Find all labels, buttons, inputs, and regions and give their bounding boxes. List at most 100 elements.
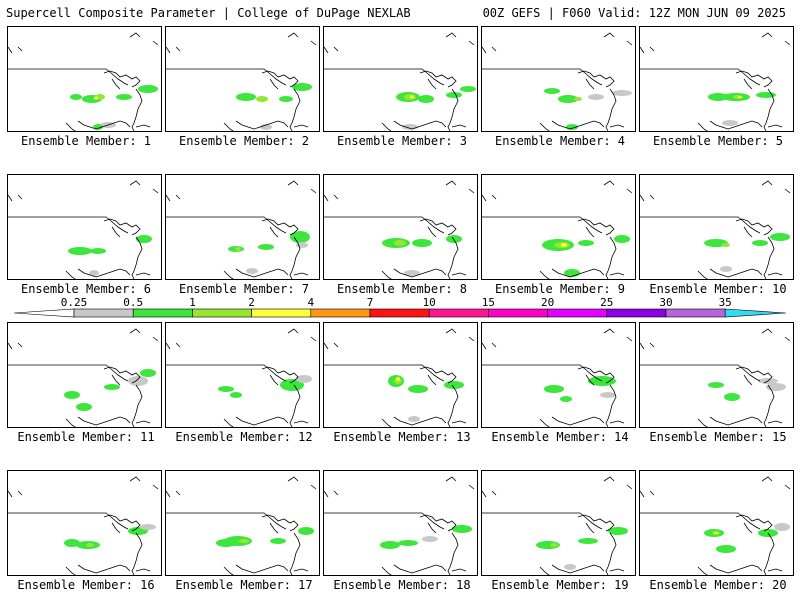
map-outline <box>235 120 289 130</box>
map-outline <box>447 236 459 279</box>
map-outline <box>539 418 571 427</box>
ensemble-map-panel <box>481 174 636 280</box>
map-outline <box>551 564 605 574</box>
map-outline <box>735 514 773 534</box>
map-outline <box>289 532 301 575</box>
scp-contour-blob <box>94 96 98 100</box>
map-outline <box>709 564 763 574</box>
ensemble-member-label: Ensemble Member: 13 <box>333 430 471 444</box>
ensemble-member-label: Ensemble Member: 15 <box>649 430 787 444</box>
scp-contour-blob <box>544 88 560 94</box>
scp-contour-blob <box>758 529 778 537</box>
scp-contour-blob <box>136 235 152 243</box>
ensemble-member-label: Ensemble Member: 5 <box>652 134 784 148</box>
map-outline <box>605 384 617 427</box>
colorbar-segment <box>132 308 193 318</box>
map-outline <box>393 564 447 574</box>
us-map <box>482 476 633 575</box>
scp-contour-blob <box>550 543 558 547</box>
ensemble-member-label: Ensemble Member: 8 <box>336 282 468 296</box>
map-outline <box>103 218 141 238</box>
us-map <box>8 476 159 575</box>
scp-contour-blob <box>708 382 724 388</box>
scp-contour-blob <box>70 94 82 100</box>
scp-contour-blob <box>408 385 428 393</box>
scp-contour-blob <box>724 393 740 401</box>
scp-contour-blob <box>296 375 312 383</box>
scp-contour-blob <box>246 268 258 274</box>
us-map <box>8 180 159 279</box>
map-outline <box>223 418 255 427</box>
map-outline <box>324 68 445 86</box>
map-outline <box>447 532 459 575</box>
map-outline <box>419 70 457 90</box>
map-outline <box>609 124 625 128</box>
scp-contour-blob <box>574 97 582 101</box>
ensemble-map-panel <box>7 174 162 280</box>
us-map <box>640 180 791 279</box>
map-outline <box>131 532 143 575</box>
ensemble-map-panel <box>481 26 636 132</box>
map-outline <box>709 120 763 130</box>
scp-contour-blob <box>298 527 314 535</box>
map-outline <box>551 120 605 130</box>
map-outline <box>166 476 317 498</box>
us-map <box>640 476 791 575</box>
colorbar-tick-label: 4 <box>307 296 314 309</box>
map-outline <box>539 270 571 279</box>
ensemble-map-panel <box>165 174 320 280</box>
map-outline <box>393 416 447 426</box>
scp-contour-blob <box>76 403 92 411</box>
map-outline <box>605 532 617 575</box>
scp-contour-blob <box>394 240 406 246</box>
ensemble-member-label: Ensemble Member: 9 <box>494 282 626 296</box>
map-outline <box>605 88 617 131</box>
us-map <box>166 32 317 131</box>
map-outline <box>8 32 159 54</box>
colorbar-tick-label: 7 <box>367 296 374 309</box>
us-map <box>482 328 633 427</box>
map-outline <box>235 416 289 426</box>
scp-contour-blob <box>236 93 256 101</box>
map-outline <box>261 70 299 90</box>
map-outline <box>324 216 445 234</box>
map-outline <box>103 366 141 386</box>
scp-contour-blob <box>86 543 94 547</box>
ensemble-map-panel <box>639 470 794 576</box>
scp-contour-blob <box>408 416 420 422</box>
valid-time-title: 00Z GEFS | F060 Valid: 12Z MON JUN 09 20… <box>482 6 786 20</box>
map-outline <box>539 566 571 575</box>
map-outline <box>551 416 605 426</box>
ensemble-member-label: Ensemble Member: 14 <box>491 430 629 444</box>
map-outline <box>135 272 151 276</box>
map-outline <box>709 416 763 426</box>
map-outline <box>767 272 783 276</box>
map-outline <box>166 512 287 530</box>
map-outline <box>419 514 457 534</box>
ensemble-member-label: Ensemble Member: 1 <box>20 134 152 148</box>
ensemble-map-panel <box>481 470 636 576</box>
ensemble-member-label: Ensemble Member: 4 <box>494 134 626 148</box>
colorbar-segment <box>310 308 371 318</box>
map-outline <box>640 512 761 530</box>
scp-contour-blob <box>716 545 736 553</box>
colorbar-segment <box>547 308 608 318</box>
map-outline <box>482 180 633 202</box>
scp-contour-blob <box>738 96 742 98</box>
ensemble-map-panel <box>323 470 478 576</box>
scp-contour-blob <box>402 124 418 130</box>
map-outline <box>482 328 633 350</box>
map-outline <box>8 328 159 350</box>
colorbar-tick-label: 10 <box>423 296 436 309</box>
scp-contour-blob <box>140 524 156 530</box>
scp-contour-blob <box>412 239 432 247</box>
ensemble-map-panel <box>481 322 636 428</box>
ensemble-member-label: Ensemble Member: 11 <box>17 430 155 444</box>
map-outline <box>293 568 309 572</box>
colorbar-segment <box>428 308 489 318</box>
map-outline <box>640 216 761 234</box>
scp-contour-blob <box>560 396 572 402</box>
map-outline <box>166 32 317 54</box>
scp-contour-blob <box>292 83 312 91</box>
map-outline <box>381 566 413 575</box>
